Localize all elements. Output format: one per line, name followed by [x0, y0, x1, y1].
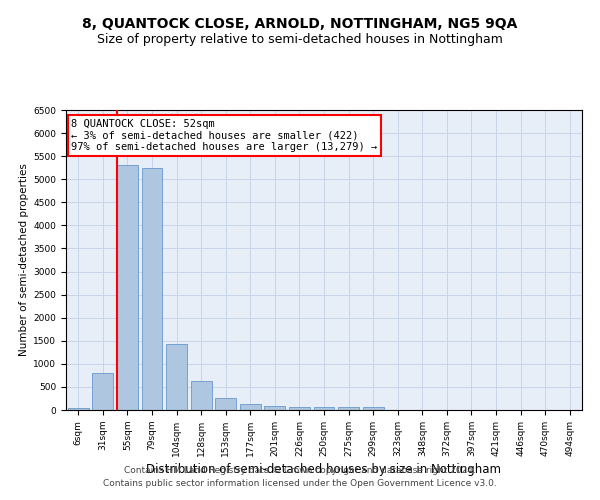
Bar: [117, 166, 138, 410]
Bar: [240, 404, 261, 410]
Bar: [265, 406, 286, 410]
Bar: [338, 408, 359, 410]
Text: 8 QUANTOCK CLOSE: 52sqm
← 3% of semi-detached houses are smaller (422)
97% of se: 8 QUANTOCK CLOSE: 52sqm ← 3% of semi-det…: [71, 119, 377, 152]
Bar: [314, 407, 334, 410]
Bar: [142, 168, 163, 410]
Bar: [215, 398, 236, 410]
Bar: [166, 344, 187, 410]
X-axis label: Distribution of semi-detached houses by size in Nottingham: Distribution of semi-detached houses by …: [146, 463, 502, 476]
Bar: [68, 408, 89, 410]
Bar: [362, 407, 383, 410]
Text: 8, QUANTOCK CLOSE, ARNOLD, NOTTINGHAM, NG5 9QA: 8, QUANTOCK CLOSE, ARNOLD, NOTTINGHAM, N…: [82, 18, 518, 32]
Text: Contains HM Land Registry data © Crown copyright and database right 2024.
Contai: Contains HM Land Registry data © Crown c…: [103, 466, 497, 487]
Text: Size of property relative to semi-detached houses in Nottingham: Size of property relative to semi-detach…: [97, 32, 503, 46]
Bar: [92, 373, 113, 410]
Bar: [289, 407, 310, 410]
Bar: [191, 381, 212, 410]
Y-axis label: Number of semi-detached properties: Number of semi-detached properties: [19, 164, 29, 356]
